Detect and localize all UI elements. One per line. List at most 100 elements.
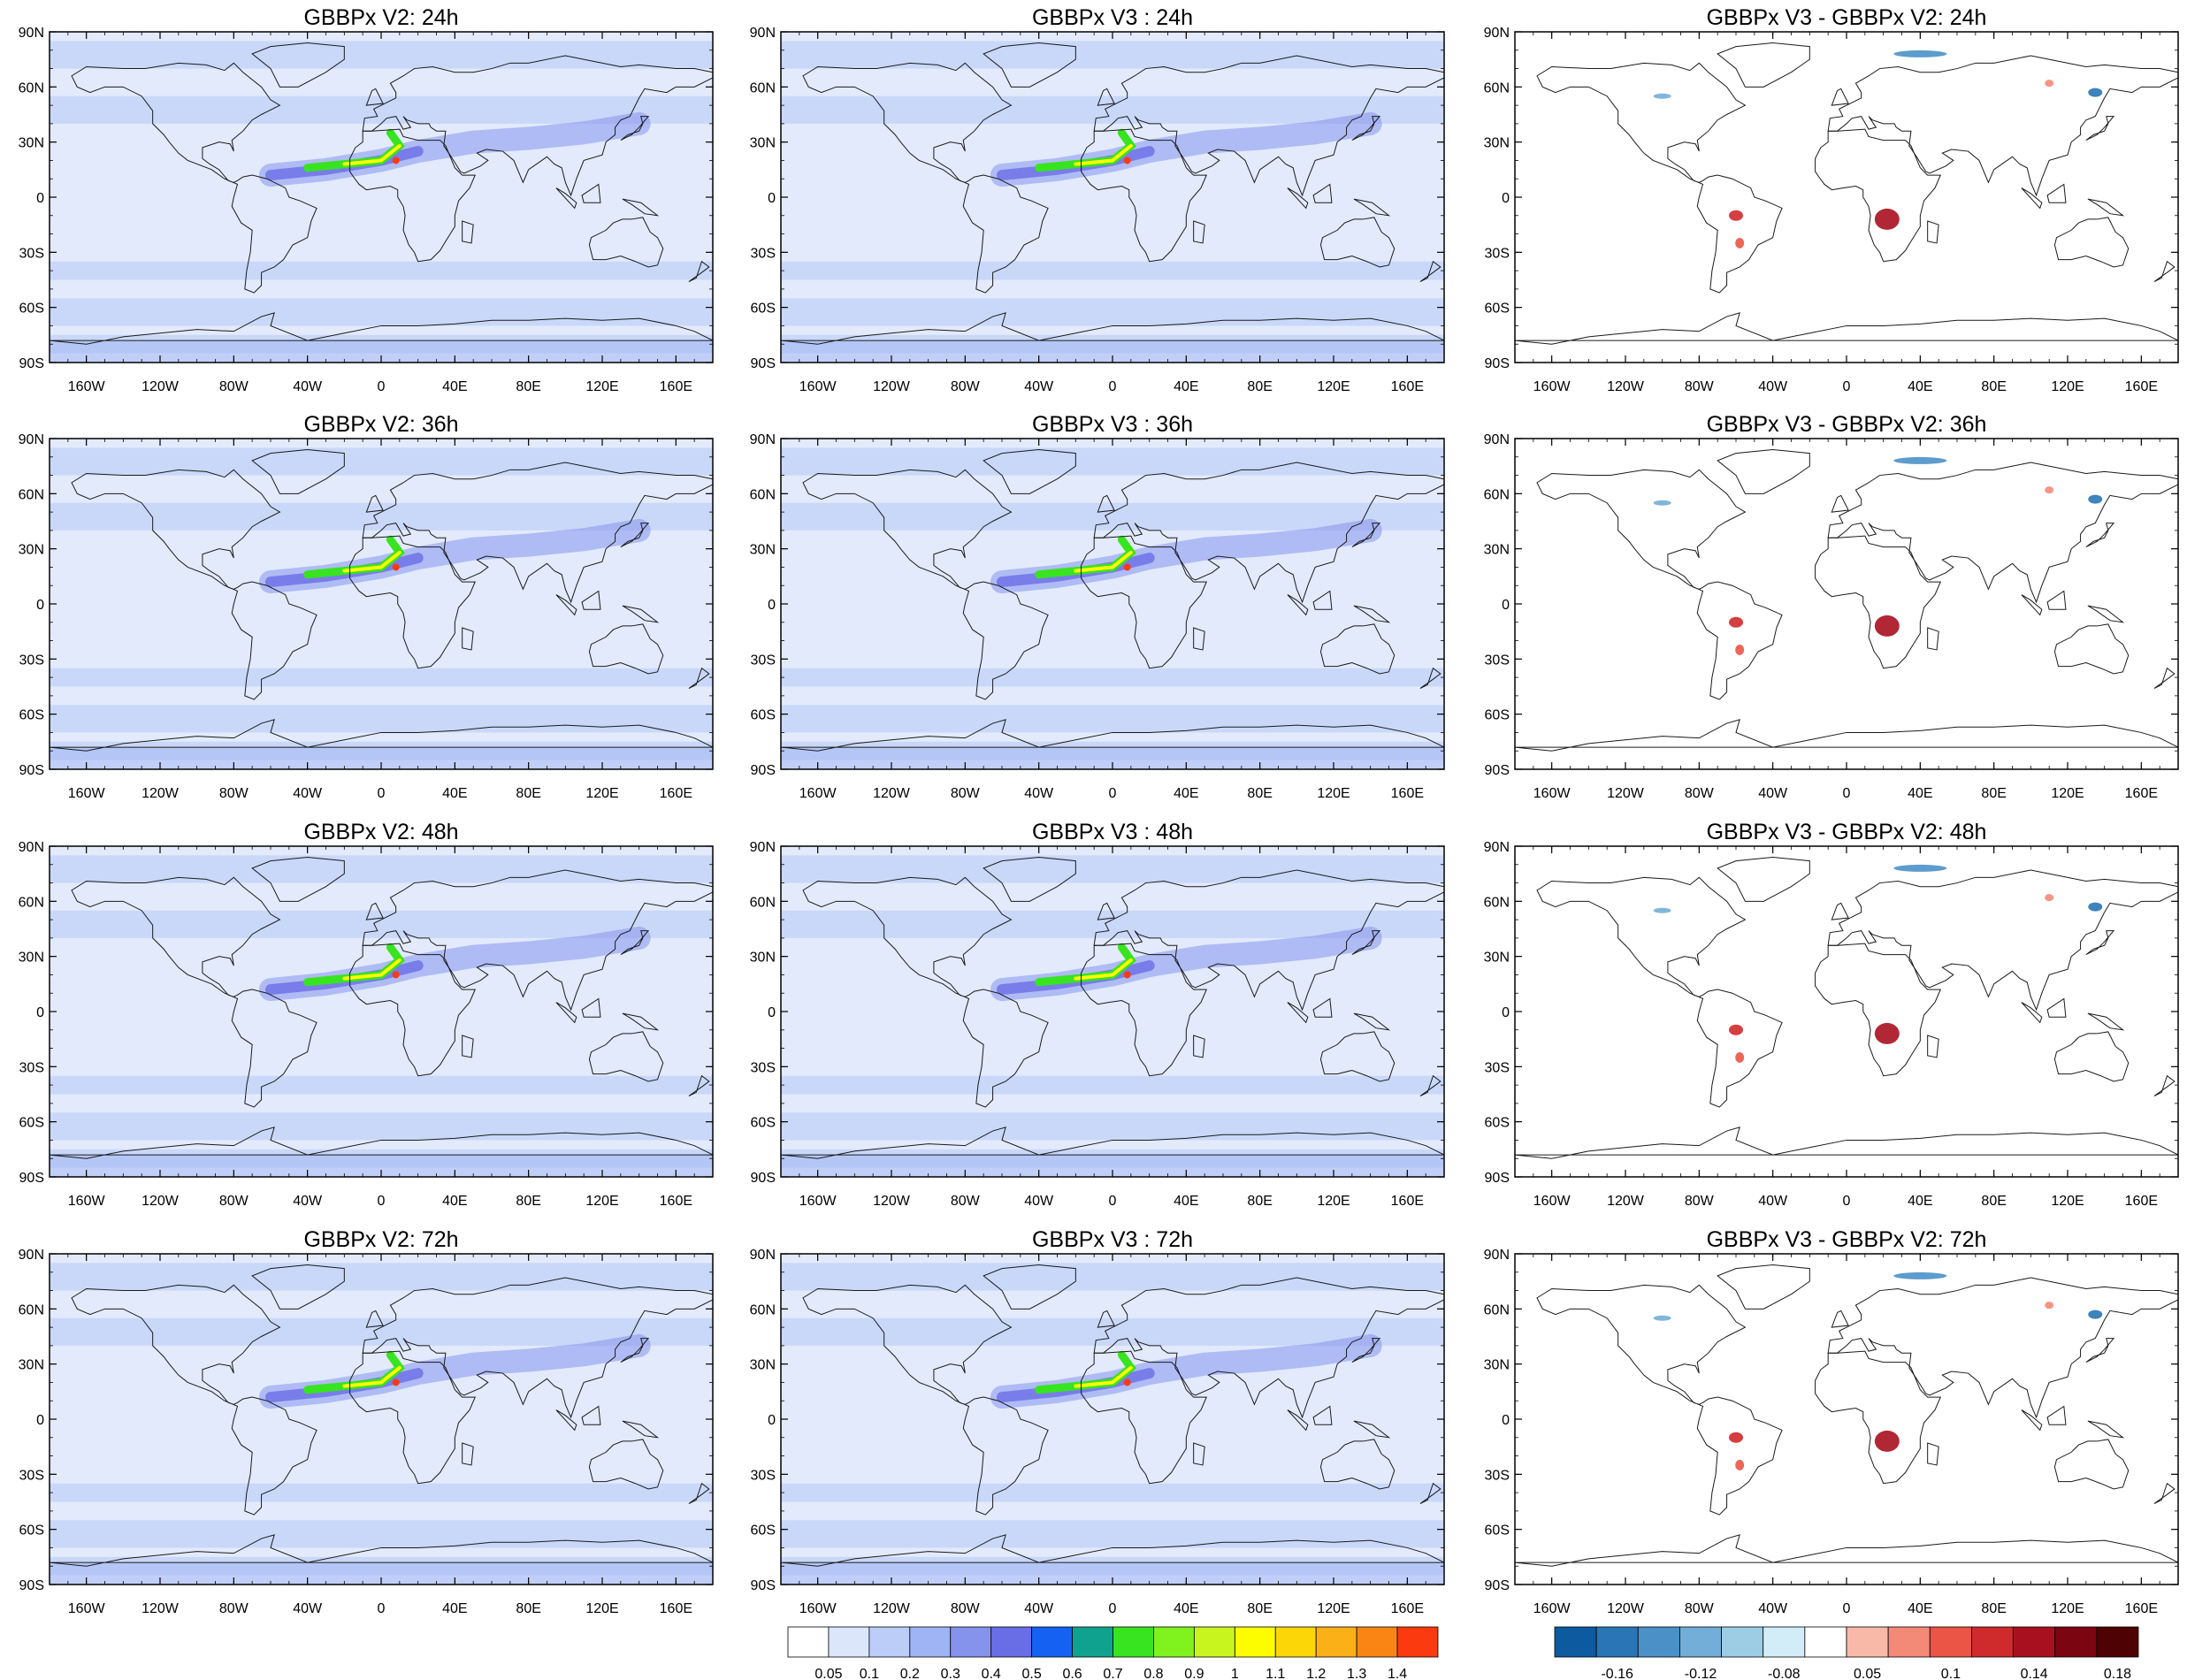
lon-label: 0 [1843,1194,1851,1209]
difference-spot [1893,864,1947,872]
coastline [1536,469,1783,700]
lon-label: 120E [1317,1601,1350,1616]
lat-label: 90N [1484,26,1510,41]
coastline [802,62,1049,294]
lat-label: 90S [19,356,44,371]
colorbar-swatch [828,1626,870,1658]
lon-label: 40W [1024,379,1054,394]
coastline [1717,856,1810,902]
lon-label: 80W [219,1601,249,1616]
lon-label: 40E [442,786,467,801]
lat-label: 0 [36,1005,44,1020]
coastline [2053,217,2130,268]
max-spot [392,563,400,571]
coastline [1351,116,1381,141]
coastline [1536,1284,1783,1516]
colorbar-swatch [950,1626,992,1658]
panel-title: GBBPx V3 - GBBPx V2: 48h [1707,820,1987,844]
coastline [555,187,577,210]
panel-title: GBBPx V3 - GBBPx V2: 72h [1707,1227,1987,1252]
coastline [71,1284,317,1516]
difference-spot [1735,237,1745,248]
lat-label: 0 [768,1413,776,1428]
coastline [622,198,660,217]
lat-label: 90N [19,1248,44,1263]
max-spot [1123,1378,1131,1386]
lat-label: 60S [19,708,44,723]
colorbar-label: -0.16 [1601,1667,1633,1680]
max-spot [1123,157,1131,164]
lon-label: 40E [1908,786,1932,801]
coastline [2053,1031,2130,1082]
lon-label: 160W [799,379,837,394]
colorbar-swatch [990,1626,1033,1658]
lon-label: 80E [516,379,540,394]
aerosol-band [50,261,713,280]
coastline [1193,1442,1205,1466]
colorbar-swatch [1193,1626,1235,1658]
lat-label: 60N [1484,80,1510,95]
coastline [1536,62,1783,294]
coastline [1287,187,1309,210]
difference-spot [1735,1459,1745,1470]
difference-spot [1653,500,1671,506]
difference-spot [1893,456,1947,464]
difference-spot [1729,1024,1743,1035]
coastline [622,1420,660,1439]
coastline [620,1338,650,1363]
aerosol-band [50,1520,713,1548]
coastline [251,856,345,902]
lon-label: 80E [516,1194,540,1209]
lon-label: 40E [442,1601,467,1616]
coastline [588,1439,664,1490]
lon-label: 0 [378,379,386,394]
lon-label: 0 [1843,379,1851,394]
coastline [1319,1439,1396,1490]
coastline [2153,260,2176,283]
coastline [588,217,664,268]
lat-label: 30S [19,246,44,261]
lat-label: 30S [751,1468,776,1483]
lon-label: 80W [219,1194,249,1209]
lon-label: 120E [1317,379,1350,394]
lat-label: 90S [751,1171,776,1186]
coastline [1097,902,1115,920]
aerosol-band [781,1263,1444,1291]
coastline [462,627,474,651]
lat-label: 90N [750,432,776,447]
lat-label: 60S [751,302,776,317]
dust-hotspot-core [1074,550,1133,573]
lon-label: 80E [1247,1194,1272,1209]
coastline [2053,1439,2130,1490]
coastline [1097,88,1115,106]
coastline [362,55,713,197]
lon-label: 160E [660,379,692,394]
lon-label: 160E [2125,1601,2158,1616]
lat-label: 90N [19,840,44,855]
colorbar-label: 1.4 [1388,1667,1407,1680]
coastline [251,42,345,88]
lon-label: 120W [873,379,911,394]
coastline [1515,312,2178,345]
coastline [2021,1002,2043,1024]
lon-label: 40E [1174,1601,1198,1616]
colorbar-label: 0.2 [900,1667,920,1680]
lat-label: 30S [19,653,44,668]
coastline [555,1409,577,1432]
lon-label: 40E [442,379,467,394]
max-spot [392,971,400,979]
aerosol-band [781,298,1444,326]
dust-hotspot-core [342,143,401,166]
aerosol-band [781,261,1444,280]
difference-spot [1874,615,1900,637]
lon-label: 40W [293,1194,323,1209]
colorbar-label: 0.7 [1103,1667,1122,1680]
lon-label: 40E [1174,379,1198,394]
lat-label: 30N [750,1358,776,1373]
coastline [1093,55,1444,197]
map-background [1515,32,2178,363]
lon-label: 160E [1391,1601,1424,1616]
coastline [1097,494,1115,513]
lat-label: 60S [19,1116,44,1131]
lon-label: 80E [1247,379,1272,394]
